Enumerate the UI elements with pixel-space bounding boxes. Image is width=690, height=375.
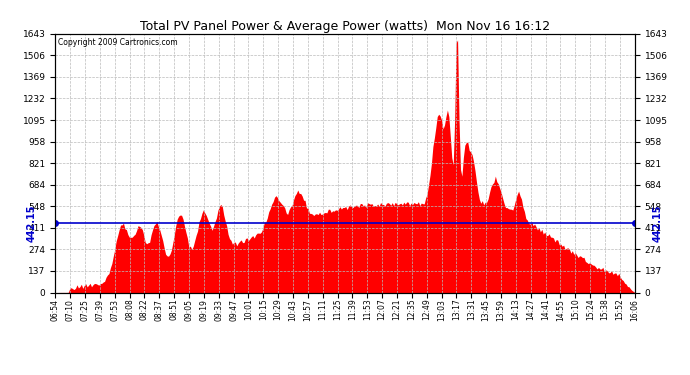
Text: Copyright 2009 Cartronics.com: Copyright 2009 Cartronics.com [58,38,178,46]
Text: 442.15: 442.15 [27,204,37,242]
Text: 442.15: 442.15 [653,204,663,242]
Title: Total PV Panel Power & Average Power (watts)  Mon Nov 16 16:12: Total PV Panel Power & Average Power (wa… [140,20,550,33]
